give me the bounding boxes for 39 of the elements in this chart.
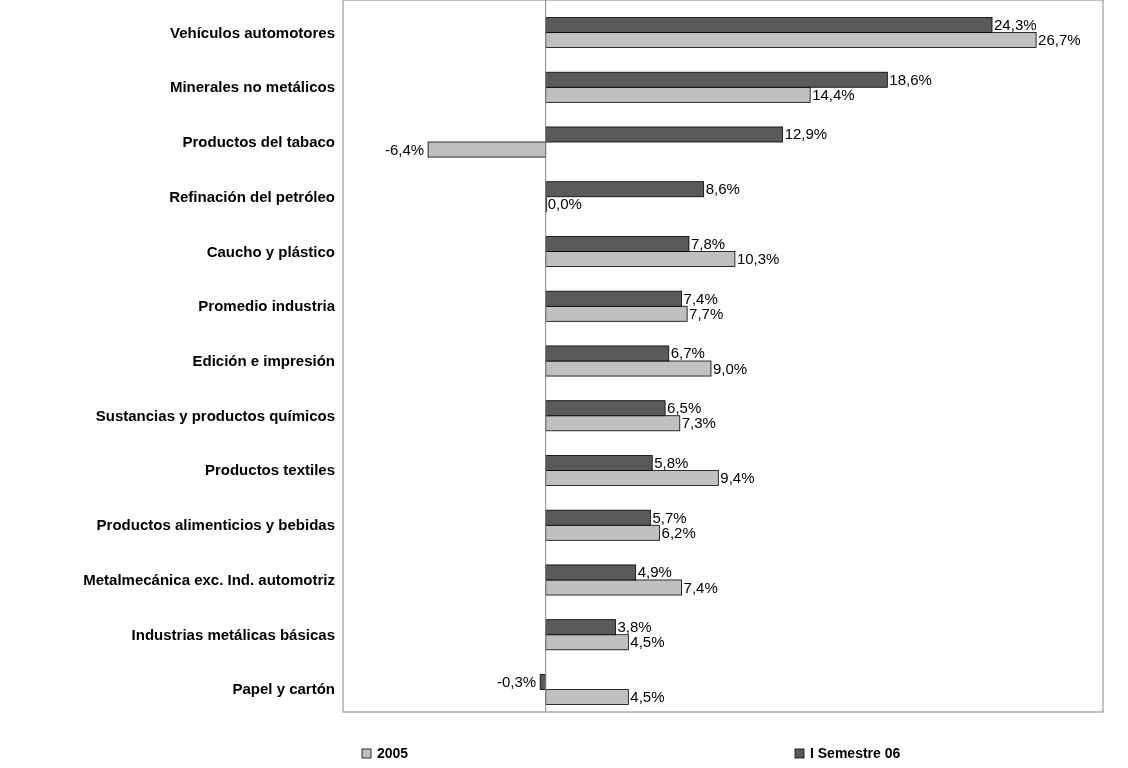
data-label: -0,3% xyxy=(496,672,537,690)
data-label: 6,7% xyxy=(670,344,705,362)
y-tick-label: Productos alimenticios y bebidas xyxy=(96,516,335,534)
data-label: 4,5% xyxy=(630,688,665,705)
data-label: -6,4% xyxy=(384,140,425,158)
y-tick-label: Promedio industria xyxy=(198,297,336,315)
data-label: 6,5% xyxy=(667,399,702,417)
data-label: 7,3% xyxy=(681,414,716,432)
legend-label: I Semestre 06 xyxy=(810,745,901,761)
y-tick-label: Edición e impresión xyxy=(192,352,335,369)
data-label: 14,4% xyxy=(812,85,855,103)
data-label: 8,6% xyxy=(705,180,740,198)
y-tick-label: Papel y cartón xyxy=(232,680,335,698)
data-label: 5,7% xyxy=(652,508,687,526)
y-tick-label: Sustancias y productos químicos xyxy=(95,406,335,424)
data-label: 9,0% xyxy=(713,359,748,377)
y-tick-label: Caucho y plástico xyxy=(206,242,335,260)
data-label: 12,9% xyxy=(784,125,828,143)
y-tick-label: Productos textiles xyxy=(204,461,335,479)
data-label: 7,4% xyxy=(683,289,718,307)
data-label: 7,4% xyxy=(683,578,718,596)
legend-label: 2005 xyxy=(377,745,409,761)
data-label: 18,6% xyxy=(889,70,932,88)
data-label: 4,5% xyxy=(630,633,665,651)
y-tick-label: Vehículos automotores xyxy=(169,23,335,41)
data-label: 0,0% xyxy=(547,195,582,213)
y-tick-label: Minerales no metálicos xyxy=(169,78,335,96)
data-label: 3,8% xyxy=(617,618,652,636)
data-label: 7,8% xyxy=(690,234,726,252)
y-tick-label: Metalmecánica exc. Ind. automotriz xyxy=(83,570,335,588)
data-label: 4,9% xyxy=(637,563,672,581)
data-label: 9,4% xyxy=(720,469,755,487)
data-label: 26,7% xyxy=(1038,31,1081,49)
data-label: 5,8% xyxy=(654,453,689,471)
y-tick-label: Productos del tabaco xyxy=(182,133,335,151)
y-tick-label: Industrias metálicas básicas xyxy=(131,625,335,643)
y-tick-label: Refinación del petróleo xyxy=(169,187,335,205)
data-label: 24,3% xyxy=(994,16,1037,33)
data-label: 10,3% xyxy=(736,250,780,268)
